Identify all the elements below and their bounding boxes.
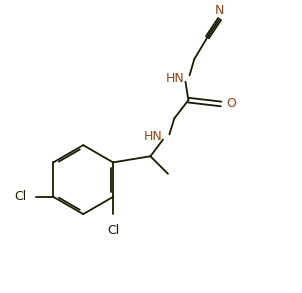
- Text: HN: HN: [166, 72, 185, 85]
- Text: HN: HN: [144, 130, 163, 143]
- Text: N: N: [215, 4, 224, 17]
- Text: Cl: Cl: [107, 224, 119, 237]
- Text: Cl: Cl: [14, 190, 26, 203]
- Text: O: O: [226, 98, 236, 110]
